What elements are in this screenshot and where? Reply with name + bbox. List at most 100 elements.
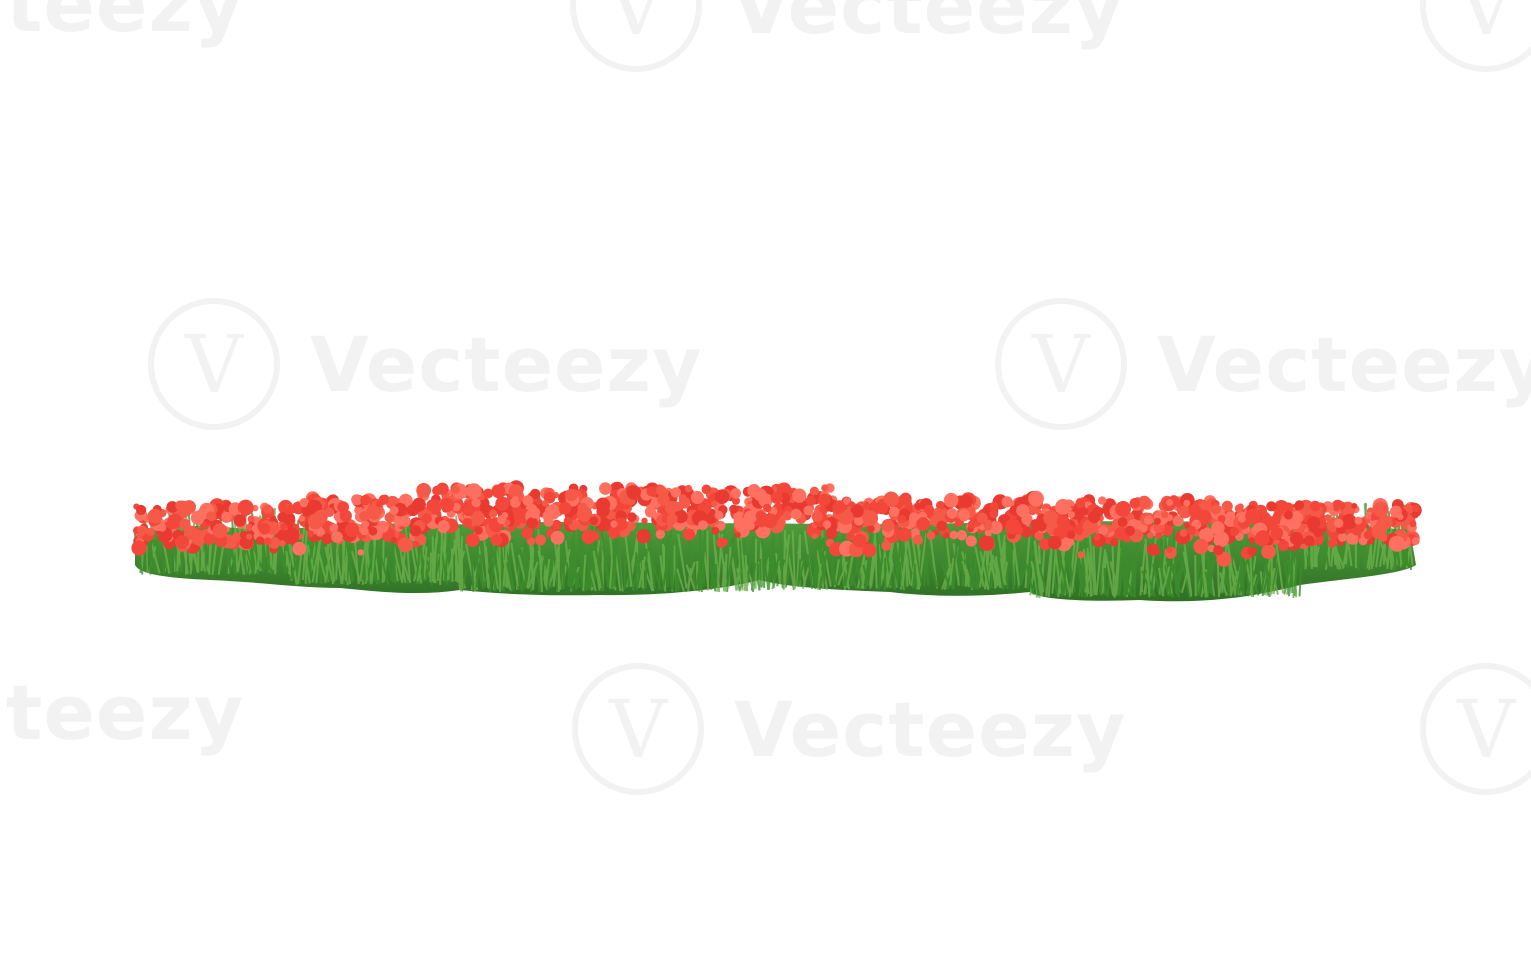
red-flower	[474, 526, 483, 535]
grass-blade	[1104, 551, 1115, 596]
grass-blade	[1117, 543, 1123, 595]
grass-blade	[638, 556, 646, 588]
red-flower	[391, 536, 398, 544]
grass-blade	[599, 566, 604, 591]
red-flower	[1161, 511, 1169, 519]
grass-blade	[837, 561, 848, 586]
red-flower	[936, 520, 947, 531]
red-flower	[1290, 511, 1304, 524]
red-flower	[711, 500, 718, 507]
red-flower	[734, 517, 749, 533]
grass-blade	[823, 551, 832, 587]
red-flower	[1110, 538, 1119, 547]
red-flower	[763, 503, 772, 513]
red-flower	[551, 520, 562, 530]
grass-blade	[779, 533, 784, 589]
grass-blade	[977, 569, 981, 590]
grass-blade	[641, 560, 645, 589]
red-flower	[1155, 532, 1162, 539]
grass-blade	[383, 547, 395, 583]
red-flower	[1146, 532, 1154, 539]
grass-blade	[1158, 537, 1169, 595]
red-flower	[965, 535, 977, 547]
grass-blade	[686, 561, 696, 587]
red-flower	[1346, 532, 1359, 545]
red-flower	[280, 523, 288, 531]
grass-blade	[510, 542, 519, 587]
red-flower	[136, 504, 147, 516]
red-flower	[1306, 516, 1321, 530]
red-flower	[184, 529, 196, 540]
grass-blade	[465, 543, 477, 592]
grass-blade	[592, 550, 601, 591]
grass-blade	[829, 559, 837, 586]
red-flower	[959, 494, 974, 508]
red-flower	[697, 520, 708, 531]
grass-blade	[560, 544, 563, 589]
grass-blade	[1118, 544, 1127, 597]
red-flower	[755, 523, 771, 539]
grass-blade	[979, 551, 990, 590]
grass-blade	[1245, 570, 1256, 595]
red-flower	[1294, 501, 1303, 511]
red-flower	[394, 520, 402, 528]
grass-blade	[287, 541, 298, 582]
red-flower	[819, 506, 827, 514]
grass-blade	[644, 548, 648, 589]
red-flower	[247, 515, 256, 523]
red-flower	[1079, 507, 1088, 516]
red-flower	[298, 515, 305, 522]
red-flower	[398, 537, 413, 553]
red-flower	[255, 536, 265, 545]
red-flower	[1213, 545, 1224, 556]
red-flower	[307, 530, 314, 538]
red-flower	[522, 495, 534, 506]
red-flower	[916, 517, 931, 531]
red-flower	[730, 488, 741, 499]
grass-blade	[1152, 563, 1161, 594]
red-flower	[883, 491, 899, 508]
grass-blade	[342, 536, 345, 580]
red-flower	[897, 527, 912, 542]
red-flower	[345, 522, 360, 538]
red-flower	[1412, 504, 1420, 513]
red-flower	[389, 506, 399, 515]
red-flower	[246, 533, 253, 540]
red-flower	[1183, 522, 1190, 529]
red-flower	[714, 510, 724, 520]
red-flower	[848, 501, 855, 508]
red-flower	[1211, 521, 1225, 535]
red-flower	[1117, 517, 1128, 527]
grass-blade	[892, 566, 897, 590]
red-flower	[690, 490, 705, 505]
grass-blade	[951, 550, 957, 587]
red-flower	[1234, 504, 1244, 513]
grass-blade	[966, 554, 978, 590]
red-flower	[495, 496, 510, 511]
red-flower	[1283, 510, 1293, 520]
red-flower	[977, 512, 988, 524]
red-flower	[1283, 502, 1294, 513]
red-flower	[1028, 490, 1044, 507]
red-flower	[926, 531, 936, 540]
red-flower	[1047, 535, 1062, 550]
red-flower	[462, 518, 473, 528]
red-flower	[1303, 535, 1315, 547]
red-flower	[912, 534, 924, 546]
grass-blade	[669, 561, 673, 587]
red-flower	[589, 530, 600, 542]
grass-blade	[1103, 567, 1107, 596]
red-flower	[666, 513, 678, 525]
grass-blade	[750, 562, 757, 591]
red-flower	[1221, 500, 1233, 512]
red-flower	[175, 535, 190, 550]
red-flower	[137, 525, 148, 536]
grass-blade	[359, 541, 367, 580]
grass-blade	[1159, 564, 1166, 597]
grass-blade	[635, 555, 639, 590]
grass-blade	[772, 547, 781, 589]
red-flower	[511, 505, 523, 517]
red-flower	[875, 501, 889, 515]
red-flower	[1381, 519, 1392, 530]
red-flower	[958, 509, 971, 522]
